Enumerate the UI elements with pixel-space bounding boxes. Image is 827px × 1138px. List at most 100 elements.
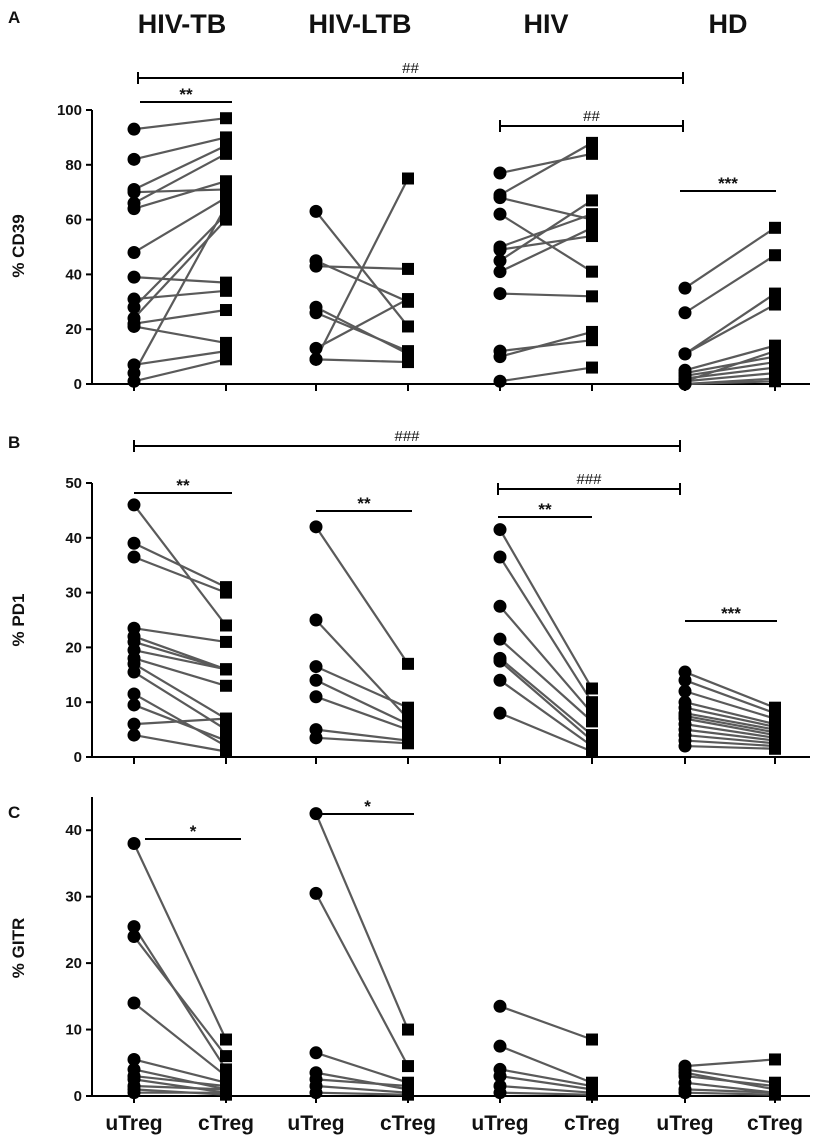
pair-line bbox=[315, 736, 409, 745]
utreg-point bbox=[309, 807, 323, 821]
ctreg-point bbox=[220, 745, 232, 758]
sig-label: ** bbox=[538, 500, 552, 519]
y-tick-label: 50 bbox=[65, 475, 82, 492]
ctreg-point bbox=[402, 172, 414, 185]
group-title-hiv: HIV bbox=[523, 9, 568, 39]
pair-line bbox=[499, 1068, 593, 1088]
pair-line bbox=[684, 254, 776, 314]
pair-line bbox=[315, 665, 409, 709]
pair-line bbox=[133, 350, 227, 366]
pair-line bbox=[315, 1051, 409, 1084]
utreg-point bbox=[127, 319, 141, 333]
sig-label: ### bbox=[394, 428, 420, 445]
pair-line bbox=[315, 1078, 409, 1088]
pair-line bbox=[684, 679, 776, 715]
group-title-hd: HD bbox=[709, 9, 748, 39]
ctreg-point bbox=[402, 701, 414, 714]
utreg-point bbox=[309, 520, 323, 534]
pair-line bbox=[499, 292, 593, 298]
pair-line bbox=[133, 1002, 227, 1077]
utreg-point bbox=[493, 632, 507, 646]
y-tick-label: 0 bbox=[74, 1088, 82, 1105]
utreg-point bbox=[127, 930, 141, 944]
pair-line bbox=[499, 1074, 593, 1091]
pair-line bbox=[315, 178, 409, 360]
pair-line bbox=[684, 344, 776, 372]
pair-line bbox=[684, 1058, 776, 1068]
ctreg-point bbox=[769, 1088, 781, 1101]
y-tick-label: 80 bbox=[65, 157, 82, 174]
utreg-point bbox=[127, 185, 141, 199]
ylabel-pd1: % PD1 bbox=[9, 594, 28, 647]
pair-line bbox=[315, 619, 409, 720]
utreg-point bbox=[309, 1086, 323, 1100]
pair-line bbox=[684, 706, 776, 728]
y-tick-label: 10 bbox=[65, 694, 82, 711]
ctreg-point bbox=[220, 723, 232, 736]
pair-line bbox=[499, 141, 593, 196]
pair-line bbox=[133, 117, 227, 131]
ctreg-point bbox=[402, 345, 414, 358]
ctreg-point bbox=[769, 345, 781, 358]
pair-line bbox=[133, 1068, 227, 1091]
ctreg-point bbox=[769, 298, 781, 311]
pair-line bbox=[315, 1091, 409, 1096]
ctreg-point bbox=[220, 1050, 232, 1063]
pair-line bbox=[315, 298, 409, 350]
pair-line bbox=[133, 649, 227, 671]
pair-line bbox=[133, 627, 227, 644]
pair-line bbox=[133, 218, 227, 319]
utreg-point bbox=[493, 191, 507, 205]
ctreg-point bbox=[220, 663, 232, 676]
sig-label: * bbox=[364, 797, 371, 816]
utreg-point bbox=[127, 996, 141, 1010]
utreg-point bbox=[127, 698, 141, 712]
utreg-point bbox=[678, 673, 692, 687]
utreg-point bbox=[493, 1039, 507, 1053]
pair-line bbox=[315, 695, 409, 731]
utreg-point bbox=[678, 347, 692, 361]
utreg-point bbox=[127, 536, 141, 550]
utreg-point bbox=[493, 1086, 507, 1100]
y-tick-label: 20 bbox=[65, 321, 82, 338]
pair-line bbox=[684, 739, 776, 748]
pair-line bbox=[499, 234, 593, 251]
pair-line bbox=[684, 371, 776, 383]
sig-label: ** bbox=[179, 85, 193, 104]
utreg-point bbox=[678, 684, 692, 698]
pair-line bbox=[133, 1084, 227, 1091]
pair-line bbox=[684, 712, 776, 731]
pair-line bbox=[499, 330, 593, 358]
ctreg-point bbox=[586, 696, 598, 709]
pair-line bbox=[133, 657, 227, 687]
ctreg-point bbox=[586, 194, 598, 207]
pair-line bbox=[315, 358, 409, 364]
utreg-point bbox=[493, 523, 507, 537]
pair-line bbox=[133, 693, 227, 747]
pair-line bbox=[315, 306, 409, 355]
pair-line bbox=[684, 714, 776, 734]
pair-line bbox=[314, 813, 410, 1030]
utreg-point bbox=[127, 550, 141, 564]
pair-line bbox=[315, 679, 409, 726]
pair-line bbox=[684, 1068, 776, 1084]
pair-line bbox=[133, 717, 227, 726]
ctreg-point bbox=[402, 356, 414, 369]
utreg-point bbox=[493, 254, 507, 268]
pair-line bbox=[133, 1074, 227, 1088]
ctreg-point bbox=[586, 361, 598, 374]
utreg-point bbox=[127, 728, 141, 742]
utreg-point bbox=[309, 306, 323, 320]
xtick-label-utreg-2: uTreg bbox=[287, 1112, 344, 1135]
ctreg-point bbox=[402, 293, 414, 306]
pair-line bbox=[133, 308, 227, 325]
utreg-point bbox=[309, 660, 323, 674]
pair-line bbox=[315, 728, 409, 742]
utreg-point bbox=[127, 665, 141, 679]
utreg-point bbox=[309, 613, 323, 627]
group-title-hiv-ltb: HIV-LTB bbox=[309, 9, 412, 39]
sig-label: *** bbox=[718, 174, 738, 193]
pair-line bbox=[499, 638, 593, 723]
sig-label: ### bbox=[576, 471, 602, 488]
ctreg-point bbox=[586, 715, 598, 728]
